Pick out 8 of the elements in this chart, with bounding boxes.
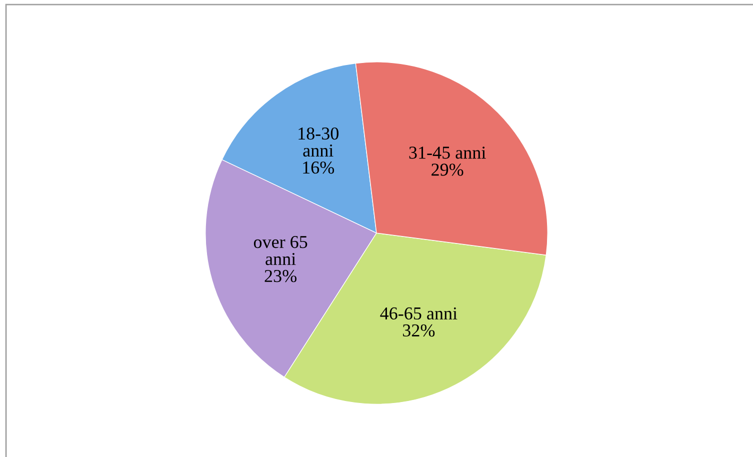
- slice-label: over 65 anni: [254, 236, 308, 266]
- slice-label: 46-65 anni: [380, 307, 458, 320]
- slice-label: 31-45 anni: [409, 146, 486, 159]
- data-label: 23%: [264, 270, 296, 282]
- data-label: 29%: [432, 164, 464, 176]
- data-label: 16%: [303, 161, 334, 174]
- slice-label: 18-30 anni: [298, 127, 338, 157]
- data-label: 32%: [402, 324, 435, 337]
